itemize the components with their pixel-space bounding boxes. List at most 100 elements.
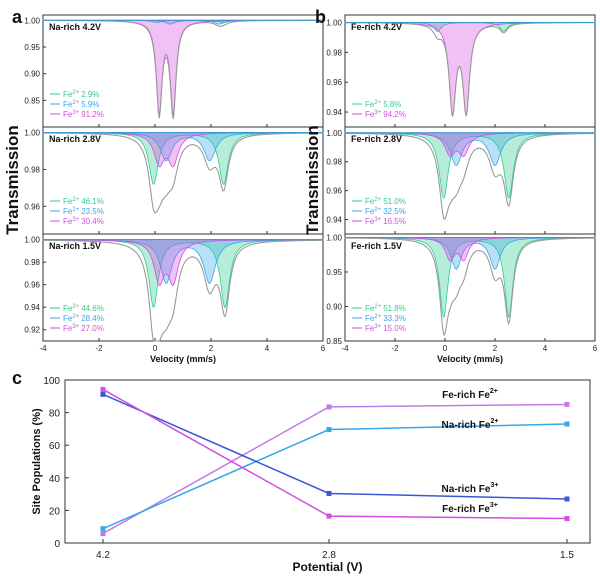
y-tick-label: 0 [54, 539, 60, 550]
spectrum-label: Fe-rich 2.8V [351, 134, 402, 144]
x-axis-title: Velocity (mm/s) [150, 354, 216, 364]
plot-frame [64, 379, 591, 544]
legend-ion: Fe [365, 197, 375, 206]
legend-ion: Fe [63, 100, 73, 109]
legend-entry: Fe2+ 5.9% [63, 100, 99, 109]
legend-ion-charge: 2+ [72, 304, 79, 310]
fit-envelope [42, 132, 323, 214]
legend-entry: Fe3+ 94.2% [365, 110, 406, 119]
legend-percentage: 23.5% [81, 207, 104, 216]
legend-entry: Fe3+ 27.0% [63, 324, 104, 333]
series-charge: 3+ [490, 502, 498, 509]
y-tick-label: 0.96 [326, 187, 342, 196]
series-name: Na-rich Fe [442, 420, 491, 431]
legend-entry: Fe2+ 33.3% [365, 314, 406, 323]
legend-percentage: 33.3% [383, 314, 406, 323]
y-tick-label: 0.98 [326, 48, 342, 57]
panel-label-c: c [12, 368, 22, 388]
y-tick-label: 0.95 [326, 268, 342, 277]
data-point [100, 386, 106, 392]
panel-b-mossbauer-spectra: b Transmission 1.00 0.98 0.96 0.94 Fe-rich 4.2… [303, 7, 598, 364]
legend-ion-charge: 2+ [72, 314, 79, 320]
spectrum-label: Na-rich 4.2V [49, 22, 101, 32]
x-tick-label: 1.5 [560, 550, 574, 561]
x-tick-label: 4.2 [96, 550, 110, 561]
legend-ion: Fe [365, 100, 375, 109]
series-fe-rich-fe-fe2: Fe-rich Fe2+ [100, 388, 570, 537]
series-na-rich-fe-fe2: Na-rich Fe2+ [100, 418, 570, 532]
legend-percentage: 2.9% [81, 90, 99, 99]
spectrum-label: Fe-rich 1.5V [351, 241, 402, 251]
series-line [102, 423, 568, 530]
legend-percentage: 28.4% [81, 314, 104, 323]
y-tick-label: 0.85 [326, 337, 342, 346]
legend-entry: Fe2+ 5.8% [365, 100, 401, 109]
y-tick-label: 0.96 [326, 78, 342, 87]
y-tick-label: 0.94 [326, 216, 342, 225]
legend-ion-charge: 2+ [374, 100, 381, 106]
y-tick-label: 0.98 [24, 165, 40, 174]
legend-ion: Fe [365, 217, 375, 226]
legend-ion-charge: 2+ [72, 100, 79, 106]
legend-entry: Fe2+ 51.8% [365, 304, 406, 313]
legend-percentage: 94.2% [383, 110, 406, 119]
x-tick-label: 2 [209, 344, 214, 353]
legend-percentage: 91.2% [81, 110, 104, 119]
y-tick-label: 40 [49, 474, 61, 485]
legend-entry: Fe3+ 16.5% [365, 217, 406, 226]
x-tick-label: 4 [543, 344, 548, 353]
y-tick-label: 0.98 [24, 258, 40, 267]
legend-ion-charge: 3+ [374, 324, 381, 330]
legend-percentage: 46.1% [81, 197, 104, 206]
y-tick-label: 20 [49, 506, 61, 517]
data-point [564, 516, 570, 522]
x-tick-label: 6 [321, 344, 326, 353]
y-tick-label: 0.85 [24, 96, 40, 105]
y-tick-label: 60 [49, 441, 61, 452]
panel-label-a: a [12, 7, 23, 27]
y-axis-title: Transmission [3, 125, 22, 235]
legend-ion: Fe [63, 207, 73, 216]
y-tick-label: 0.94 [24, 303, 40, 312]
legend-ion: Fe [63, 90, 73, 99]
legend-ion-charge: 3+ [72, 324, 79, 330]
legend-percentage: 51.0% [383, 197, 406, 206]
x-tick-label: 4 [265, 344, 270, 353]
x-tick-label: -2 [391, 344, 399, 353]
spectrum-label: Fe-rich 4.2V [351, 22, 402, 32]
x-tick-label: -2 [95, 344, 103, 353]
legend-ion: Fe [365, 110, 375, 119]
legend-ion: Fe [63, 314, 73, 323]
y-tick-label: 0.92 [24, 326, 40, 335]
series-charge: 2+ [490, 418, 498, 425]
data-point [564, 496, 570, 502]
legend-entry: Fe2+ 2.9% [63, 90, 99, 99]
series-name: Na-rich Fe [442, 484, 491, 495]
y-tick-label: 0.94 [326, 108, 342, 117]
series-label: Fe-rich Fe3+ [442, 502, 498, 515]
legend-ion: Fe [63, 324, 73, 333]
spectrum-label: Na-rich 1.5V [49, 241, 101, 251]
legend-percentage: 51.8% [383, 304, 406, 313]
y-tick-label: 0.90 [326, 302, 342, 311]
y-tick-label: 100 [43, 376, 60, 387]
legend-percentage: 5.9% [81, 100, 99, 109]
legend-ion: Fe [365, 324, 375, 333]
legend-ion-charge: 2+ [374, 197, 381, 203]
legend-ion-charge: 3+ [374, 217, 381, 223]
legend-ion: Fe [63, 304, 73, 313]
legend-entry: Fe3+ 30.4% [63, 217, 104, 226]
legend-entry: Fe2+ 23.5% [63, 207, 104, 216]
legend-ion-charge: 3+ [72, 217, 79, 223]
legend-ion-charge: 3+ [72, 110, 79, 116]
y-tick-label: 0.95 [24, 43, 40, 52]
y-axis-title: Site Populations (%) [31, 408, 43, 515]
legend-ion-charge: 2+ [374, 304, 381, 310]
data-point [326, 427, 332, 433]
y-tick-label: 1.00 [24, 129, 40, 138]
legend-percentage: 32.5% [383, 207, 406, 216]
